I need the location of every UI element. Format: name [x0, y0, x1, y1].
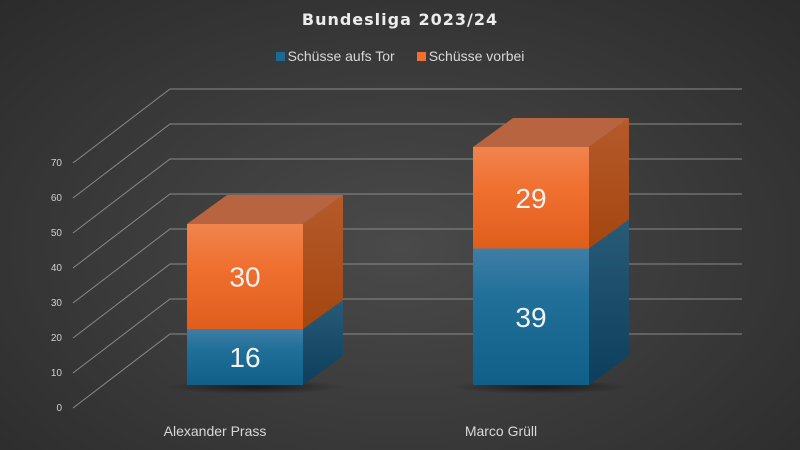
- legend-swatch-missed: [416, 51, 426, 61]
- legend-item-on-target: Schüsse aufs Tor: [275, 48, 395, 64]
- gridline: [72, 193, 742, 269]
- gridline: [72, 123, 742, 199]
- bar-segment-on-target: 16: [187, 300, 343, 385]
- y-tick-label: 10: [51, 368, 63, 379]
- y-tick-label: 70: [51, 158, 63, 169]
- data-label: 16: [229, 342, 260, 373]
- chart-title: Bundesliga 2023/24: [301, 10, 499, 29]
- x-category-label: Marco Grüll: [465, 423, 537, 439]
- y-tick-label: 40: [51, 263, 63, 274]
- gridline: [72, 158, 742, 234]
- y-tick-label: 0: [56, 403, 62, 414]
- gridline: [72, 228, 742, 304]
- legend-label-on-target: Schüsse aufs Tor: [287, 48, 395, 64]
- x-category-label: Alexander Prass: [164, 423, 267, 439]
- gridline: [72, 263, 742, 339]
- gridline: [72, 88, 742, 164]
- bar-segment-missed: 30: [187, 195, 343, 329]
- gridline: [72, 333, 742, 409]
- legend: Schüsse aufs Tor Schüsse vorbei: [0, 48, 800, 64]
- y-axis: 0 10 20 30 40 50 60 70: [51, 158, 63, 414]
- y-tick-label: 60: [51, 193, 63, 204]
- gridline: [72, 298, 742, 374]
- data-label: 29: [515, 183, 546, 214]
- legend-item-missed: Schüsse vorbei: [416, 48, 525, 64]
- x-axis: Alexander Prass Marco Grüll: [164, 423, 538, 439]
- legend-swatch-on-target: [275, 51, 285, 61]
- bar-stack: 39 29: [453, 118, 629, 394]
- gridlines: [72, 88, 742, 409]
- bar-segment-missed: 29: [473, 118, 629, 249]
- data-label: 39: [515, 302, 546, 333]
- y-tick-label: 50: [51, 228, 63, 239]
- y-tick-label: 30: [51, 298, 63, 309]
- bar-segment-on-target: 39: [473, 219, 629, 385]
- legend-label-missed: Schüsse vorbei: [428, 48, 525, 64]
- data-label: 30: [229, 262, 260, 293]
- y-tick-label: 20: [51, 333, 63, 344]
